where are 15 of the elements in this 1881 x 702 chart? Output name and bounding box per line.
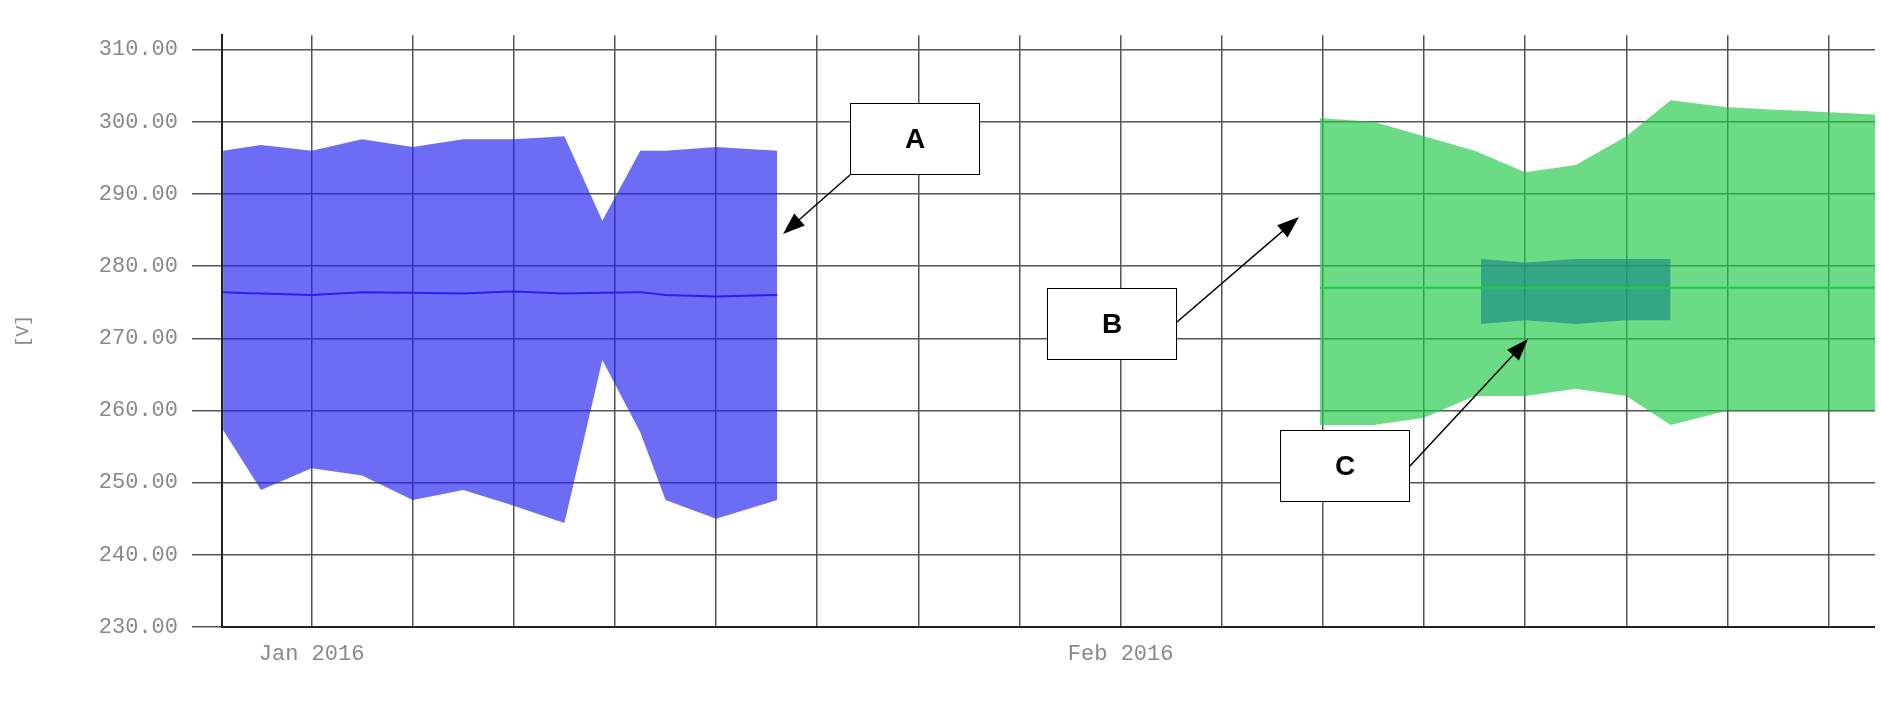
- y-tick-label: 240.00: [98, 542, 178, 568]
- callout-box: B: [1047, 288, 1177, 360]
- x-tick-label: Jan 2016: [258, 642, 365, 668]
- y-tick-label: 260.00: [98, 398, 178, 424]
- y-tick-label: 310.00: [98, 37, 178, 63]
- x-tick-label: Feb 2016: [1067, 642, 1174, 668]
- callout-box: A: [850, 103, 980, 175]
- y-tick-label: 280.00: [98, 253, 178, 279]
- callout-box: C: [1280, 430, 1410, 502]
- y-tick-label: 270.00: [98, 326, 178, 352]
- y-axis-title: [V]: [12, 314, 33, 348]
- y-tick-label: 300.00: [98, 109, 178, 135]
- y-tick-label: 230.00: [98, 614, 178, 640]
- y-tick-label: 250.00: [98, 470, 178, 496]
- y-tick-label: 290.00: [98, 181, 178, 207]
